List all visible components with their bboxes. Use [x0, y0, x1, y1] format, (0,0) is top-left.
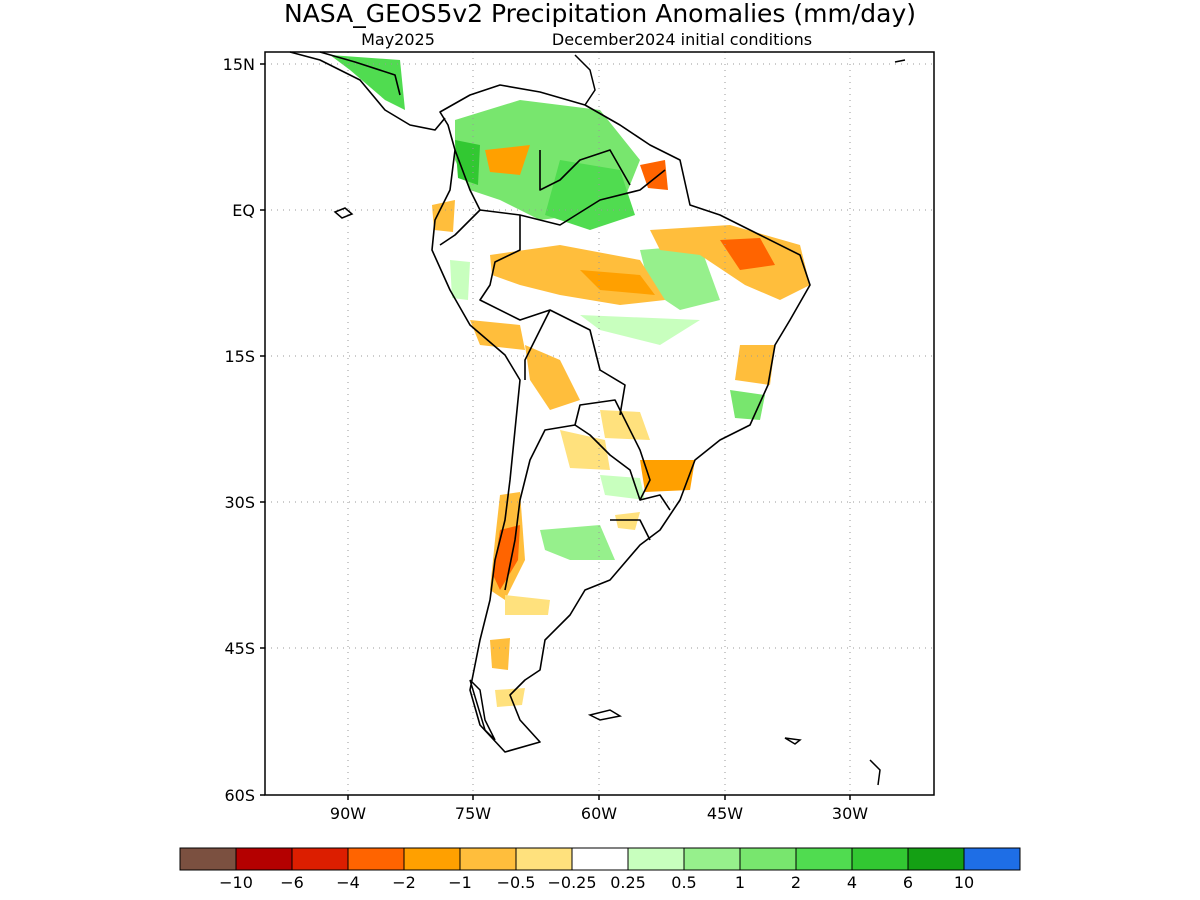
lat-label: 30S	[224, 493, 255, 512]
legend-swatch	[683, 847, 741, 871]
legend-swatch	[235, 847, 293, 871]
map-title: NASA_GEOS5v2 Precipitation Anomalies (mm…	[284, 0, 916, 28]
lon-label: 75W	[455, 804, 491, 823]
lat-label: 15S	[224, 347, 255, 366]
coastlines	[289, 51, 811, 753]
lon-label: 60W	[581, 804, 617, 823]
legend-label: −0.5	[497, 873, 536, 892]
plot-area: 90W 75W 60W 45W 30W 15N EQ 15S 30S 45S 6…	[223, 51, 935, 823]
legend-swatch	[179, 847, 237, 871]
legend-label: −10	[219, 873, 253, 892]
lat-label: 45S	[224, 639, 255, 658]
legend-swatch	[907, 847, 965, 871]
legend-label: 1	[735, 873, 745, 892]
lon-label: 90W	[330, 804, 366, 823]
legend-swatch	[403, 847, 461, 871]
legend-label: −2	[392, 873, 416, 892]
lat-label: 60S	[224, 786, 255, 805]
lat-label: EQ	[232, 201, 255, 220]
axis-ticks	[260, 63, 851, 800]
lon-label: 45W	[707, 804, 743, 823]
legend-label: −4	[336, 873, 360, 892]
map-subtitle-date: May2025	[361, 30, 435, 49]
lon-label: 30W	[832, 804, 868, 823]
legend-label: 6	[903, 873, 913, 892]
legend-swatch	[739, 847, 797, 871]
lon-labels: 90W 75W 60W 45W 30W	[330, 804, 868, 823]
lat-label: 15N	[223, 55, 255, 74]
legend-label: 4	[847, 873, 857, 892]
lat-labels: 15N EQ 15S 30S 45S 60S	[223, 55, 255, 805]
color-legend: −10 −6 −4 −2 −1 −0.5 −0.25 0.25 0.5 1 2 4 6 10	[179, 847, 1021, 892]
legend-swatch	[459, 847, 517, 871]
legend-swatch	[291, 847, 349, 871]
legend-swatch	[963, 847, 1021, 871]
legend-label: 2	[791, 873, 801, 892]
legend-label: −1	[448, 873, 472, 892]
islands	[333, 54, 906, 786]
legend-swatch	[347, 847, 405, 871]
legend-swatch	[515, 847, 573, 871]
legend-swatch	[851, 847, 909, 871]
map-subtitle-conditions: December2024 initial conditions	[552, 30, 812, 49]
legend-swatch	[571, 847, 629, 871]
legend-label: −0.25	[547, 873, 596, 892]
legend-label: 10	[954, 873, 974, 892]
legend-label: 0.25	[610, 873, 646, 892]
legend-swatch	[627, 847, 685, 871]
legend-label: 0.5	[671, 873, 696, 892]
legend-swatch	[795, 847, 853, 871]
legend-label: −6	[280, 873, 304, 892]
